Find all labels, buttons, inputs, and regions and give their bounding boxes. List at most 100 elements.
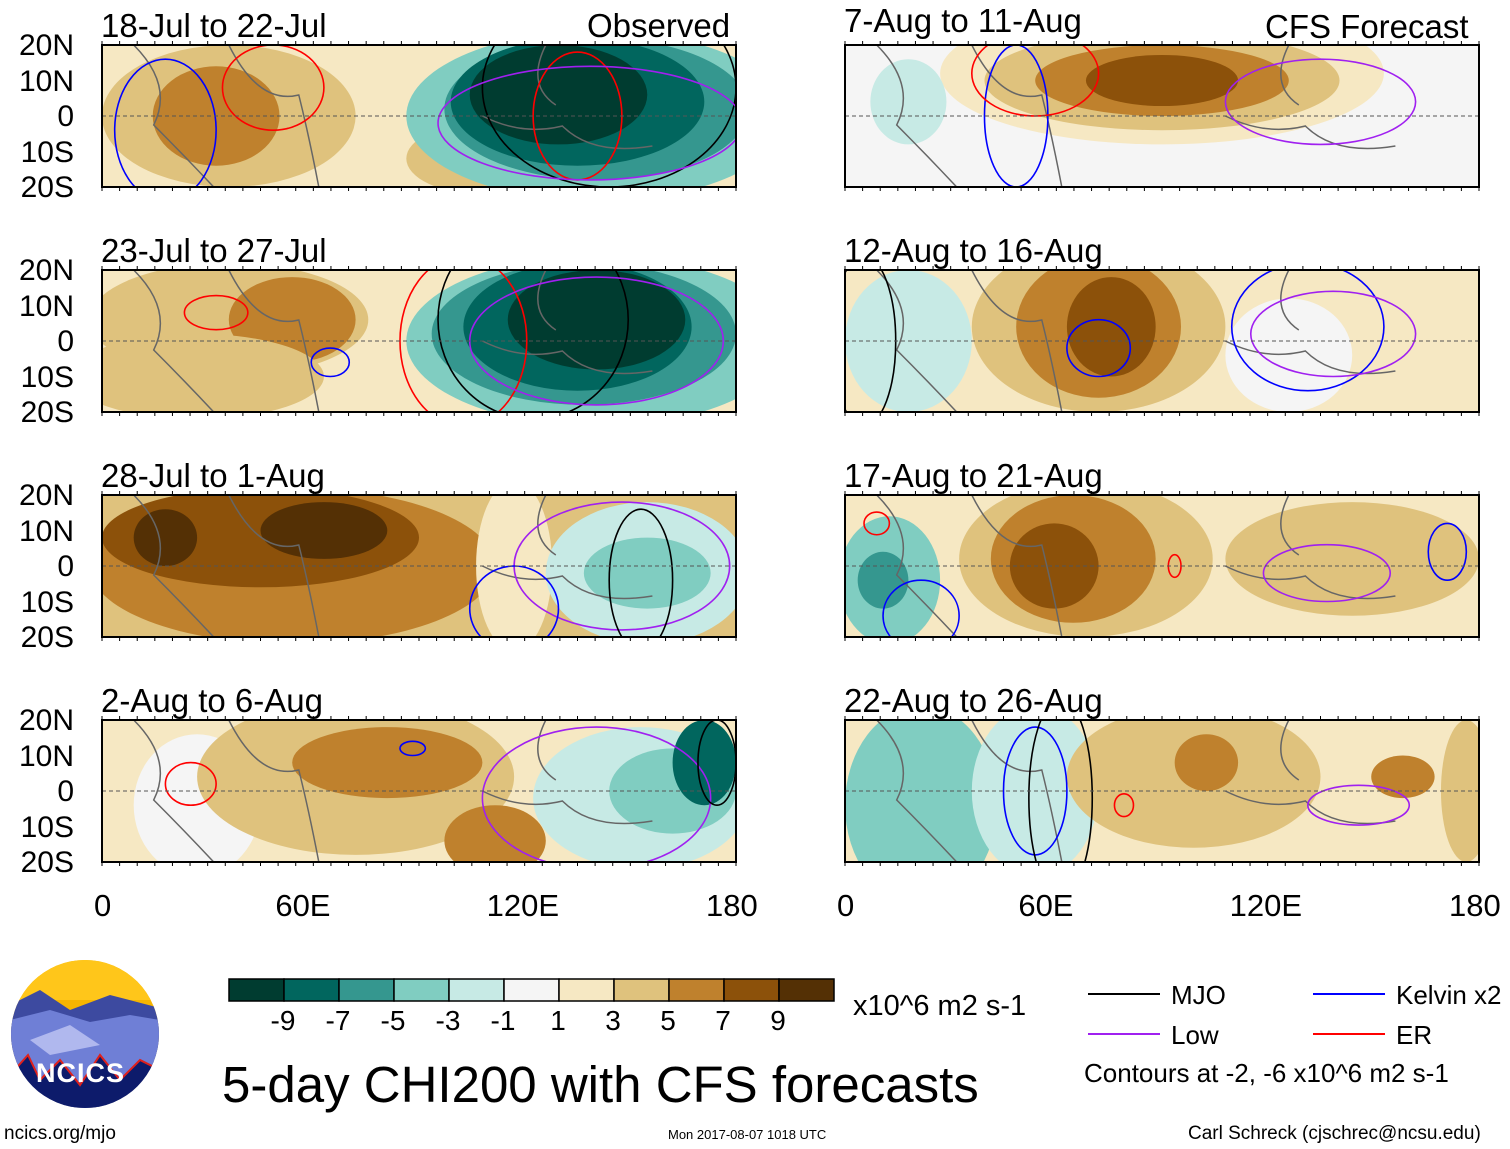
colorbar-tick-label: -7 xyxy=(325,1005,351,1036)
map-panel xyxy=(101,41,737,191)
anomaly-region xyxy=(1066,277,1156,377)
panel-title: 12-Aug to 16-Aug xyxy=(844,232,1103,269)
wave-contour xyxy=(863,511,891,536)
colorbar-swatch xyxy=(613,978,670,1002)
legend-label: Low xyxy=(1171,1020,1219,1050)
lon-tick-label: 120E xyxy=(1229,888,1303,923)
map-panel xyxy=(844,491,1480,641)
anomaly-region xyxy=(260,502,388,559)
legend-line xyxy=(1088,993,1160,995)
coastline xyxy=(876,720,1396,862)
anomaly-region xyxy=(292,727,483,799)
anomaly-region xyxy=(133,509,198,566)
footer-url[interactable]: ncics.org/mjo xyxy=(4,1123,116,1144)
colorbar-tick-label: -9 xyxy=(270,1005,296,1036)
colorbar-tick-label: 5 xyxy=(660,1005,676,1036)
footer-author: Carl Schreck (cjschrec@ncsu.edu) xyxy=(1188,1123,1481,1144)
wave-contour xyxy=(1028,720,1094,862)
panel-title: 28-Jul to 1-Aug xyxy=(101,457,325,494)
panel-title: 2-Aug to 6-Aug xyxy=(101,682,323,719)
colorbar-tick-label: -3 xyxy=(435,1005,461,1036)
panel-title: 17-Aug to 21-Aug xyxy=(844,457,1103,494)
map-panel xyxy=(844,41,1480,191)
lat-tick-label: 20N xyxy=(18,479,74,512)
lat-tick-label: 0 xyxy=(57,775,74,808)
lat-tick-label: 0 xyxy=(57,325,74,358)
anomaly-region xyxy=(1371,755,1435,799)
lon-tick-label: 0 xyxy=(837,888,855,923)
lat-tick-label: 10N xyxy=(18,64,74,98)
anomaly-region xyxy=(1440,720,1479,862)
lat-tick-label: 0 xyxy=(57,100,74,133)
wave-contour xyxy=(399,740,427,757)
lat-tick-label: 20N xyxy=(18,254,74,287)
wave-contour xyxy=(468,565,560,637)
colorbar-swatch xyxy=(503,978,560,1002)
colorbar-swatch xyxy=(448,978,505,1002)
map-panel xyxy=(844,716,1480,866)
wave-contour xyxy=(1262,543,1392,603)
legend-line xyxy=(1313,1033,1385,1035)
map-panel xyxy=(844,266,1480,416)
anomaly-region xyxy=(857,551,909,609)
wave-contour xyxy=(1224,58,1417,146)
anomaly-region xyxy=(1225,502,1479,616)
lat-tick-label: 10S xyxy=(20,810,74,844)
wave-contour xyxy=(113,58,217,187)
ncics-logo xyxy=(11,960,159,1108)
anomaly-region xyxy=(1225,298,1353,412)
anomaly-region xyxy=(469,45,648,145)
lat-tick-label: 10N xyxy=(18,514,74,548)
wave-contour xyxy=(481,726,712,862)
wave-contour xyxy=(1230,270,1385,392)
column-label: Observed xyxy=(587,7,731,44)
panel-title: 22-Aug to 26-Aug xyxy=(844,682,1103,719)
colorbar-swatch xyxy=(668,978,725,1002)
column-label: CFS Forecast xyxy=(1265,8,1469,45)
figure-title: 5-day CHI200 with CFS forecasts xyxy=(222,1056,979,1113)
coastline xyxy=(133,270,653,412)
colorbar-tick-label: 1 xyxy=(550,1005,566,1036)
anomaly-region xyxy=(583,537,711,609)
wave-contour xyxy=(882,579,960,637)
map-panels xyxy=(101,41,1480,866)
lat-tick-label: 20S xyxy=(20,396,74,429)
lon-tick-label: 120E xyxy=(486,888,560,923)
panel-title: 7-Aug to 11-Aug xyxy=(844,2,1082,39)
coastline xyxy=(133,720,653,862)
anomaly-region xyxy=(102,333,324,412)
anomaly-region xyxy=(1009,523,1099,609)
wave-contour xyxy=(1249,290,1417,378)
colorbar-units: x10^6 m2 s-1 xyxy=(853,990,1027,1022)
wave-contour xyxy=(221,45,325,131)
lon-tick-label: 0 xyxy=(94,888,112,923)
legend-label: ER xyxy=(1396,1020,1433,1050)
colorbar xyxy=(228,978,835,1002)
coastline xyxy=(876,270,1396,412)
lon-tick-label: 180 xyxy=(706,888,758,923)
lat-tick-label: 10S xyxy=(20,135,74,169)
panel-title: 23-Jul to 27-Jul xyxy=(101,232,327,269)
lon-tick-label: 180 xyxy=(1449,888,1501,923)
colorbar-tick-label: -5 xyxy=(380,1005,406,1036)
coastline xyxy=(133,495,653,637)
lat-tick-label: 20N xyxy=(18,704,74,737)
colorbar-swatch xyxy=(228,978,285,1002)
wave-contour xyxy=(310,347,351,378)
legend-label: Kelvin x2 xyxy=(1396,980,1502,1010)
colorbar-swatch xyxy=(723,978,780,1002)
lat-tick-label: 10N xyxy=(18,289,74,323)
map-panel xyxy=(101,266,737,416)
coastline xyxy=(876,45,1396,187)
lat-tick-label: 20S xyxy=(20,846,74,879)
lat-tick-label: 10N xyxy=(18,739,74,773)
panel-title: 18-Jul to 22-Jul xyxy=(101,7,327,44)
lat-tick-label: 20S xyxy=(20,621,74,654)
legend-label: MJO xyxy=(1171,980,1226,1010)
wave-contour xyxy=(1427,522,1468,581)
map-panel xyxy=(101,491,737,641)
legend-line xyxy=(1313,993,1385,995)
anomaly-region xyxy=(870,59,947,145)
legend-line xyxy=(1088,1033,1160,1035)
